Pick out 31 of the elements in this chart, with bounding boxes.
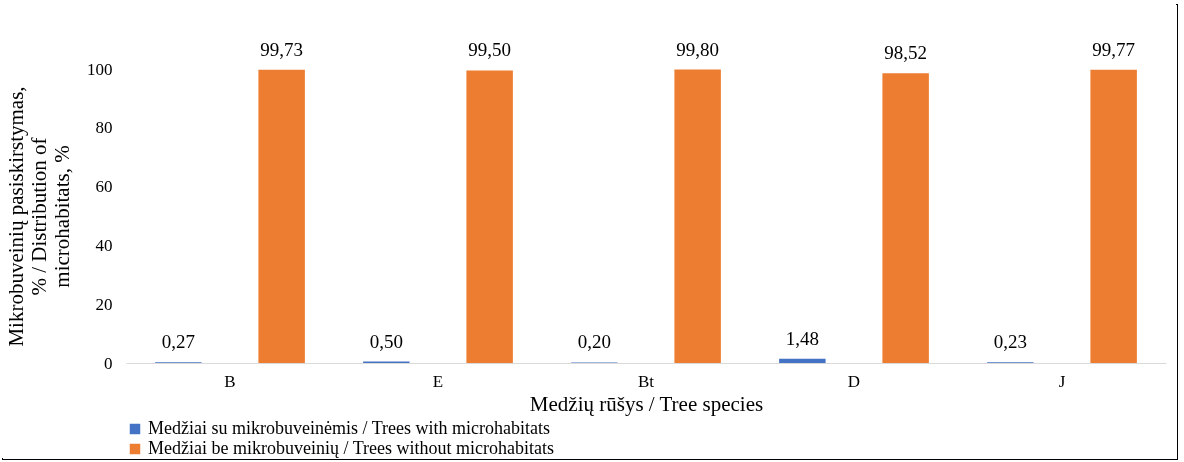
bar	[674, 69, 721, 363]
y-tick-label: 80	[95, 118, 113, 138]
y-tick-label: 0	[104, 353, 113, 373]
data-label: 0,23	[993, 331, 1027, 353]
data-label: 1,48	[785, 327, 819, 349]
data-label: 0,27	[161, 331, 195, 353]
data-label: 99,50	[468, 39, 512, 61]
y-tick-label: 100	[87, 59, 113, 79]
y-tick-label: 60	[95, 177, 113, 197]
bar	[1090, 69, 1137, 363]
x-tick-label: Bt	[637, 371, 655, 391]
legend-label: Medžiai be mikrobuveinių / Trees without microhabitats	[148, 438, 554, 458]
data-label: 98,52	[884, 42, 928, 64]
y-axis-title: Mikrobuveinių pasiskirstymas, % / Distribution of microhabitats, %	[4, 86, 74, 347]
y-tick-label: 40	[95, 235, 113, 255]
y-tick-label: 20	[95, 294, 113, 314]
bar	[466, 70, 513, 363]
x-tick-label: E	[432, 371, 444, 391]
bar	[882, 73, 929, 363]
x-tick-label: D	[847, 371, 861, 391]
data-label: 0,20	[577, 331, 611, 353]
bar	[258, 69, 305, 363]
x-tick-label: B	[224, 371, 236, 391]
x-axis-title: Medžių rūšys / Tree species	[529, 391, 764, 416]
data-label: 0,50	[369, 330, 403, 352]
legend-label: Medžiai su mikrobuveinėmis / Trees with microhabitats	[148, 418, 550, 438]
data-label: 99,73	[260, 38, 304, 60]
data-label: 99,80	[676, 38, 720, 60]
x-tick-label: J	[1058, 371, 1066, 391]
bar	[779, 358, 826, 363]
data-label: 99,77	[1092, 38, 1136, 60]
